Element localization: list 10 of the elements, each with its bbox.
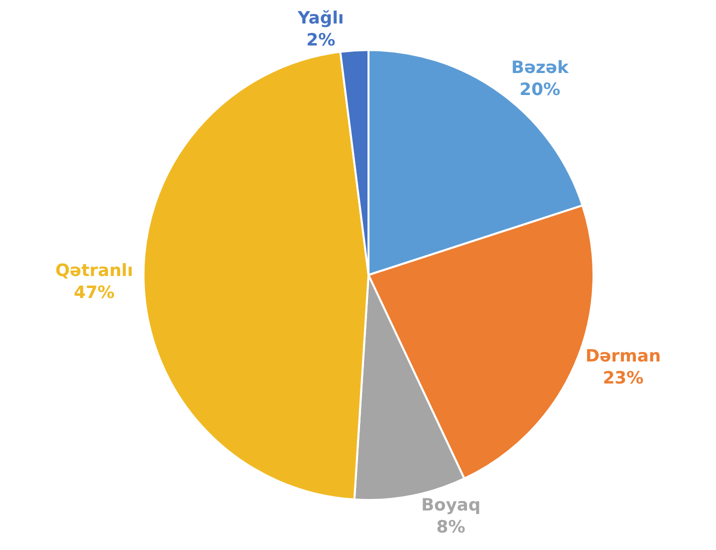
slice-label: Yağlı — [296, 8, 344, 28]
data-label: 23% — [602, 368, 644, 389]
data-label: 20% — [520, 80, 560, 100]
data-label: 8% — [436, 517, 466, 538]
slice-label: Qətranlı — [55, 261, 134, 282]
data-label: 2% — [306, 30, 336, 51]
data-label: 47% — [74, 283, 115, 304]
slice-label: Dərman — [586, 346, 661, 367]
slice-label: Bəzək — [511, 58, 570, 78]
slice-label: Boyaq — [421, 495, 481, 516]
